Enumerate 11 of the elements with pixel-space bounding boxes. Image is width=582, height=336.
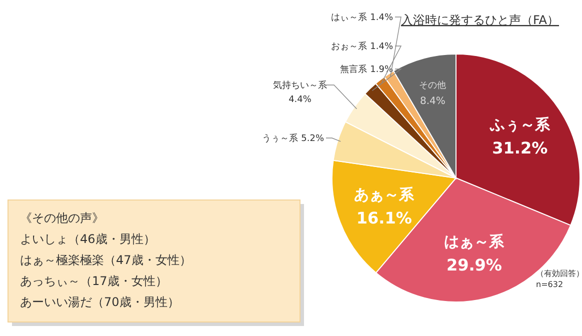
slice-label: うぅ～系 bbox=[262, 133, 298, 144]
data-label: 4.4% bbox=[288, 95, 312, 105]
data-label: 5.2% bbox=[301, 134, 324, 144]
slice-label: 無言系 bbox=[340, 64, 367, 75]
slice-label: はぃ～系 bbox=[331, 12, 367, 23]
slice-label: 気持ちい～系 bbox=[273, 80, 327, 91]
title: 入浴時に発するひと声（FA） bbox=[401, 13, 559, 27]
note: （有効回答） n=632 bbox=[536, 269, 582, 289]
data-label: 1.4% bbox=[370, 42, 394, 52]
data-label: 1.4% bbox=[370, 13, 394, 23]
slice-label: おぉ～系 bbox=[331, 41, 367, 52]
